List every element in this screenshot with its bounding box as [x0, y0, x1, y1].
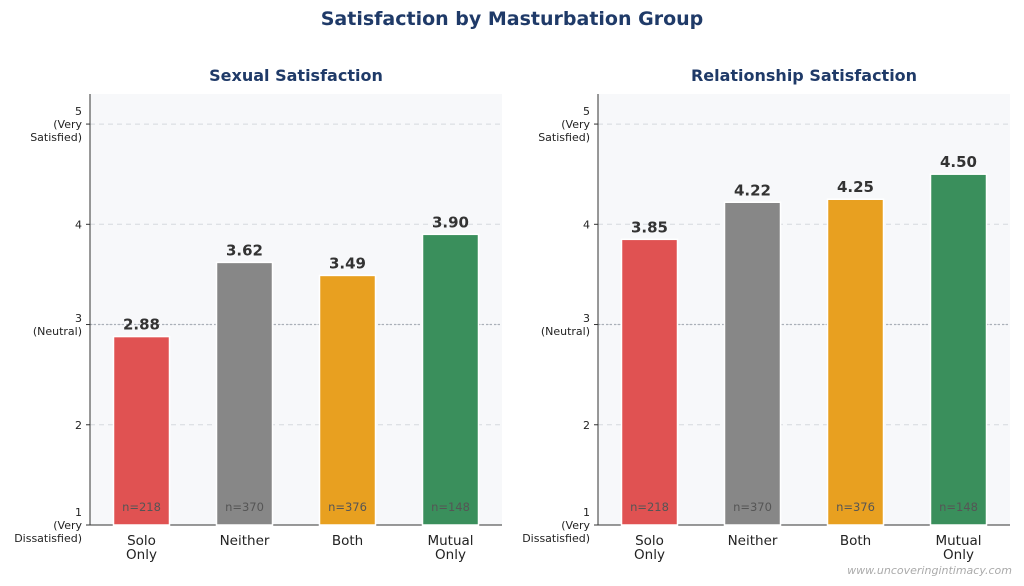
bar: [112, 335, 171, 526]
value-label: 4.22: [734, 181, 771, 199]
figure-title: Satisfaction by Masturbation Group: [321, 8, 704, 30]
x-tick-label: Mutual Only: [935, 533, 981, 563]
x-tick-label: Solo Only: [634, 533, 665, 563]
value-label: 2.88: [123, 316, 160, 334]
sample-size: n=148: [431, 500, 470, 514]
value-label: 4.25: [837, 178, 874, 196]
y-tick-label: 1 (Very Dissatisfied): [14, 506, 82, 545]
y-tick-label: 4: [583, 218, 590, 231]
value-label: 3.49: [329, 254, 366, 272]
y-tick-label: 2: [583, 419, 590, 432]
y-tick-label: 3 (Neutral): [541, 312, 590, 338]
panel-title: Sexual Satisfaction: [209, 66, 383, 85]
sample-size: n=370: [225, 500, 264, 514]
x-tick-label: Neither: [220, 533, 270, 549]
value-label: 3.62: [226, 241, 263, 259]
bar: [318, 274, 377, 526]
bar: [929, 173, 988, 526]
y-tick-label: 3 (Neutral): [33, 312, 82, 338]
panel-title: Relationship Satisfaction: [691, 66, 917, 85]
x-tick-label: Mutual Only: [427, 533, 473, 563]
watermark: www.uncoveringintimacy.com: [847, 564, 1012, 577]
y-tick-label: 5 (Very Satisfied): [538, 105, 590, 144]
y-tick-label: 1 (Very Dissatisfied): [522, 506, 590, 545]
x-tick-label: Solo Only: [126, 533, 157, 563]
value-label: 3.90: [432, 213, 469, 231]
sample-size: n=218: [122, 500, 161, 514]
bar: [421, 233, 480, 526]
x-tick-label: Both: [840, 533, 871, 549]
x-tick-label: Neither: [728, 533, 778, 549]
sample-size: n=376: [328, 500, 367, 514]
sample-size: n=148: [939, 500, 978, 514]
y-tick-label: 5 (Very Satisfied): [30, 105, 82, 144]
value-label: 4.50: [940, 153, 977, 171]
sample-size: n=370: [733, 500, 772, 514]
y-tick-label: 4: [75, 218, 82, 231]
y-tick-label: 2: [75, 419, 82, 432]
sample-size: n=376: [836, 500, 875, 514]
bar: [826, 198, 885, 526]
bar: [215, 261, 274, 526]
sample-size: n=218: [630, 500, 669, 514]
bar: [620, 238, 679, 526]
value-label: 3.85: [631, 218, 668, 236]
bar: [723, 201, 782, 526]
x-tick-label: Both: [332, 533, 363, 549]
